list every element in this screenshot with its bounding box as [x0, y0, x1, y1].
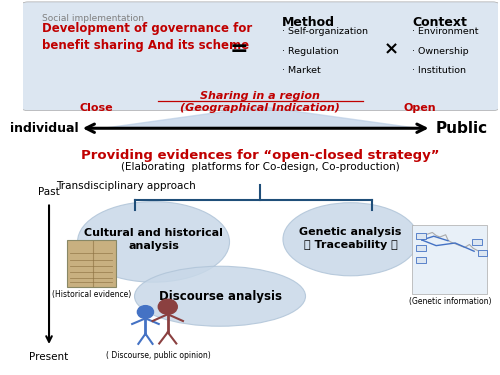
Text: Cultural and historical
analysis: Cultural and historical analysis [84, 228, 223, 251]
Text: Transdisciplinary approach: Transdisciplinary approach [56, 181, 196, 191]
Text: Sharing in a region: Sharing in a region [200, 91, 320, 101]
Text: · Environment: · Environment [412, 27, 479, 36]
FancyBboxPatch shape [416, 233, 426, 239]
Text: (Genetic information): (Genetic information) [408, 297, 491, 306]
FancyBboxPatch shape [478, 250, 488, 256]
Text: (Geographical Indication): (Geographical Indication) [180, 103, 340, 113]
Text: Method: Method [282, 16, 335, 29]
FancyBboxPatch shape [416, 256, 426, 262]
Text: ( Discourse, public opinion): ( Discourse, public opinion) [106, 351, 210, 360]
Text: Providing evidences for “open-closed strategy”: Providing evidences for “open-closed str… [81, 148, 440, 162]
Text: (Elaborating  platforms for Co-design, Co-production): (Elaborating platforms for Co-design, Co… [121, 162, 400, 172]
Text: Present: Present [30, 352, 68, 363]
Text: · Regulation: · Regulation [282, 46, 339, 56]
Text: Close: Close [80, 103, 114, 113]
FancyBboxPatch shape [472, 238, 482, 244]
Text: Past: Past [38, 187, 60, 197]
FancyBboxPatch shape [20, 2, 500, 111]
Text: individual: individual [10, 122, 79, 135]
Text: Discourse analysis: Discourse analysis [158, 290, 282, 303]
Text: · Market: · Market [282, 66, 321, 75]
Text: Development of governance for
benefit sharing And its scheme: Development of governance for benefit sh… [42, 22, 252, 52]
Ellipse shape [134, 266, 306, 326]
Text: Genetic analysis
（ Traceability ）: Genetic analysis （ Traceability ） [300, 226, 402, 250]
FancyBboxPatch shape [412, 225, 488, 294]
Ellipse shape [78, 202, 230, 282]
Ellipse shape [283, 202, 418, 276]
Text: (Historical evidence): (Historical evidence) [52, 290, 131, 298]
FancyBboxPatch shape [416, 244, 426, 250]
Polygon shape [104, 106, 417, 128]
Circle shape [138, 306, 154, 318]
Text: · Ownership: · Ownership [412, 46, 469, 56]
FancyBboxPatch shape [66, 240, 116, 287]
Text: · Self-organization: · Self-organization [282, 27, 368, 36]
Text: Context: Context [412, 16, 468, 29]
Circle shape [158, 299, 178, 314]
Text: =: = [230, 39, 248, 60]
Text: · Institution: · Institution [412, 66, 467, 75]
Text: Social implementation: Social implementation [42, 14, 144, 23]
Text: Public: Public [435, 121, 488, 136]
Text: Open: Open [404, 103, 436, 113]
Text: ×: × [384, 40, 398, 58]
